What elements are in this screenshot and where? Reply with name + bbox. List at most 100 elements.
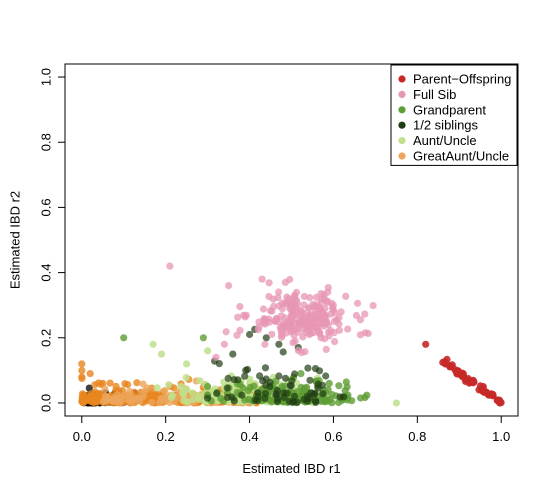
aunt-uncle-point — [392, 399, 400, 407]
full-sib-point — [314, 323, 323, 331]
legend-marker — [398, 121, 406, 129]
greataunt-uncle-point — [139, 393, 147, 401]
full-sib-point — [315, 329, 323, 337]
y-axis-title: Estimated IBD r2 — [8, 191, 23, 289]
x-tick-label: 0.4 — [241, 429, 259, 444]
full-sib-point — [268, 307, 276, 315]
full-sib-point — [330, 329, 338, 337]
full-sib-point — [274, 293, 282, 302]
distant-relative-point — [147, 392, 156, 400]
half-sibling-point — [261, 394, 269, 402]
x-axis-title: Estimated IBD r1 — [242, 461, 340, 476]
grandparent-point — [281, 382, 289, 390]
distant-relative-point — [78, 360, 86, 368]
aunt-uncle-point — [183, 398, 191, 406]
grandparent-point — [272, 377, 280, 385]
full-sib-point — [290, 293, 298, 301]
full-sib-point — [222, 328, 230, 336]
full-sib-point — [324, 284, 332, 292]
half-sibling-point — [204, 394, 212, 402]
grandparent-point — [335, 382, 343, 390]
greataunt-uncle-point — [148, 399, 156, 407]
full-sib-point — [236, 303, 244, 311]
grandparent-point — [321, 396, 329, 405]
half-sibling-point — [256, 372, 264, 380]
full-sib-point — [306, 310, 315, 319]
legend-marker — [398, 106, 406, 114]
full-sib-point — [259, 305, 268, 313]
half-sibling-point — [275, 372, 283, 380]
full-sib-point — [166, 262, 174, 270]
half-sibling-point — [230, 397, 238, 405]
full-sib-point — [301, 348, 309, 356]
full-sib-point — [265, 279, 273, 287]
full-sib-point — [354, 299, 362, 307]
parent-offspring-point — [453, 369, 461, 377]
parent-offspring-point — [422, 340, 430, 348]
distant-relative-point — [84, 394, 93, 402]
grandparent-point — [328, 391, 336, 399]
half-sibling-point — [312, 398, 320, 406]
parent-offspring-point — [489, 390, 497, 399]
aunt-uncle-point — [183, 360, 191, 368]
full-sib-point — [268, 330, 276, 338]
half-sibling-point — [229, 350, 237, 358]
distant-relative-point — [86, 370, 94, 378]
half-sibling-point — [246, 330, 254, 339]
y-tick-label: 1.0 — [39, 68, 54, 86]
full-sib-point — [308, 318, 317, 326]
parent-offspring-point — [469, 379, 477, 387]
legend-box — [390, 64, 518, 166]
x-tick-label: 1.0 — [492, 429, 510, 444]
grandparent-point — [348, 397, 356, 405]
aunt-uncle-point — [196, 377, 204, 385]
half-sibling-point — [291, 392, 299, 400]
greataunt-uncle-point — [111, 397, 119, 405]
aunt-uncle-point — [149, 340, 157, 348]
half-sibling-point — [304, 364, 312, 372]
half-sibling-point — [241, 372, 249, 380]
full-sib-point — [254, 326, 262, 334]
full-sib-point — [342, 292, 350, 300]
full-sib-point — [337, 308, 345, 316]
y-tick-label: 0.8 — [39, 133, 54, 151]
aunt-uncle-point — [182, 374, 190, 382]
full-sib-point — [220, 340, 228, 348]
distant-relative-point — [99, 379, 107, 387]
distant-relative-point — [78, 366, 86, 374]
aunt-uncle-point — [157, 350, 166, 358]
grandparent-point — [246, 383, 254, 391]
half-sibling-point — [280, 393, 288, 402]
aunt-uncle-point — [204, 347, 212, 355]
half-sibling-point — [230, 376, 238, 384]
full-sib-point — [315, 313, 323, 321]
aunt-uncle-point — [165, 381, 173, 389]
grandparent-point — [325, 379, 333, 387]
half-sibling-point — [281, 374, 290, 382]
full-sib-point — [299, 333, 307, 341]
legend-label: Full Sib — [413, 87, 456, 102]
full-sib-point — [294, 324, 302, 332]
y-tick-label: 0.0 — [39, 394, 54, 412]
greataunt-uncle-point — [161, 395, 170, 403]
grandparent-point — [299, 386, 307, 394]
legend-label: Grandparent — [413, 102, 486, 117]
y-tick-label: 0.2 — [39, 329, 54, 347]
half-sibling-point — [262, 334, 270, 342]
full-sib-point — [278, 332, 286, 340]
legend-marker — [398, 152, 406, 160]
aunt-uncle-point — [179, 388, 187, 396]
half-sibling-point — [289, 398, 297, 407]
distant-relative-point — [90, 399, 98, 407]
half-sibling-point — [213, 389, 221, 397]
aunt-uncle-point — [188, 389, 197, 397]
y-tick-label: 0.4 — [39, 264, 54, 282]
full-sib-point — [283, 293, 291, 301]
y-tick-label: 0.6 — [39, 198, 54, 216]
grandparent-point — [343, 383, 351, 391]
half-sibling-point — [224, 374, 232, 382]
x-tick-label: 0.0 — [73, 429, 91, 444]
aunt-uncle-point — [153, 384, 161, 392]
plot-area — [78, 262, 505, 407]
